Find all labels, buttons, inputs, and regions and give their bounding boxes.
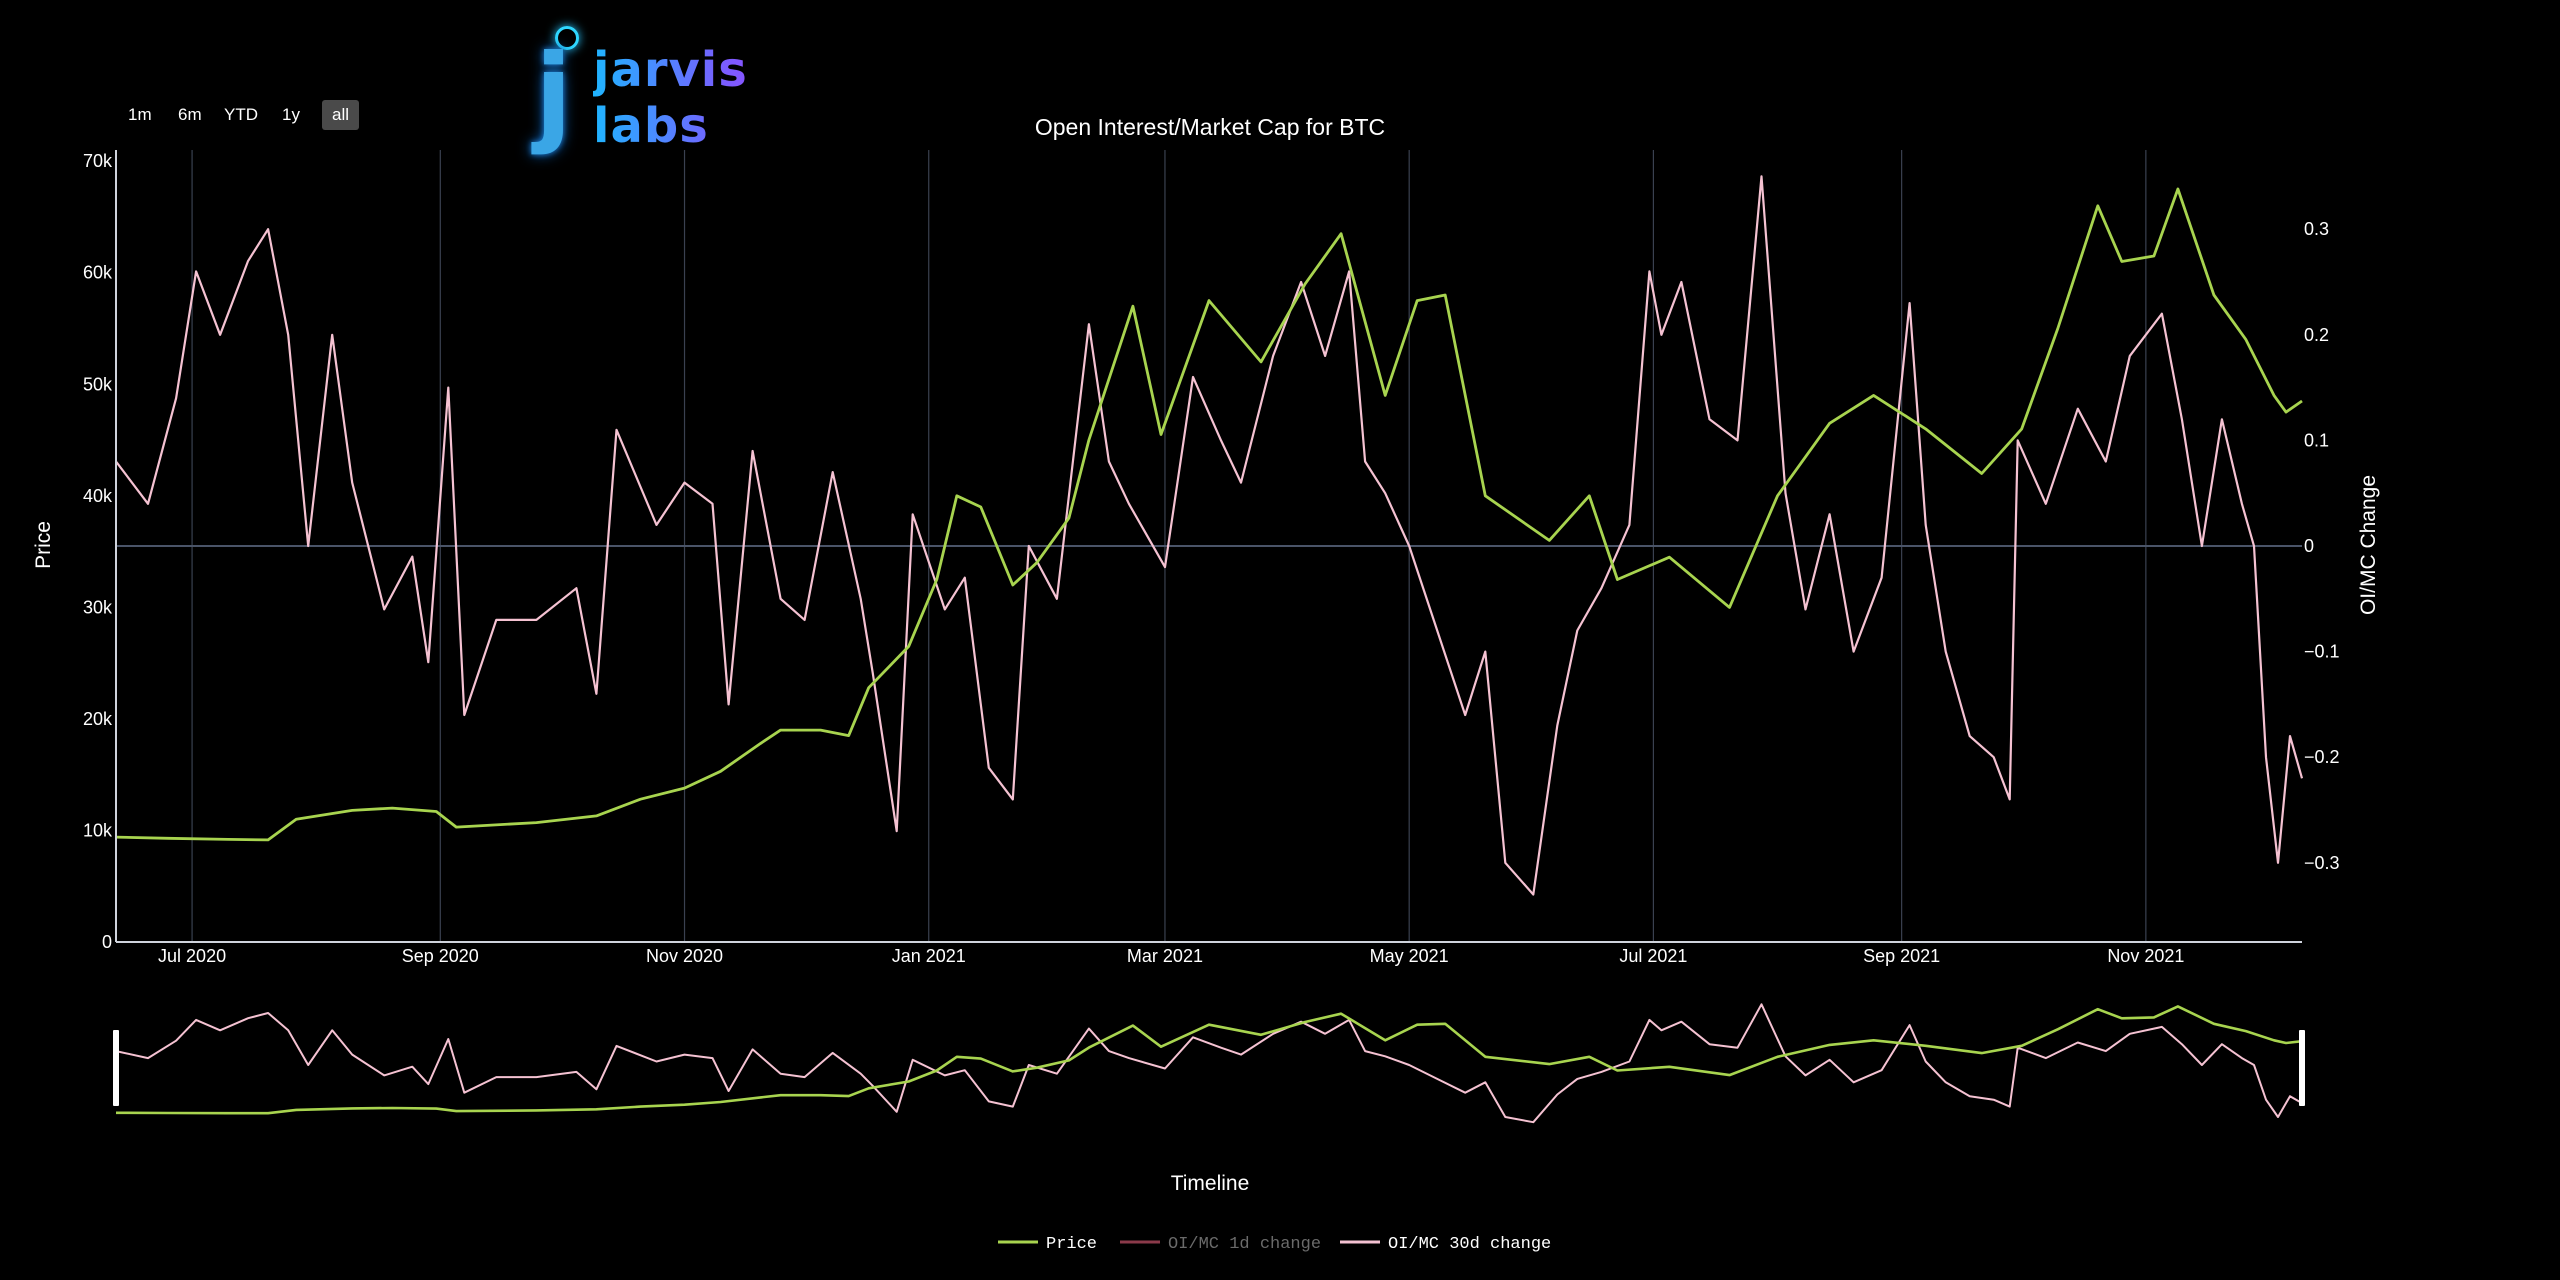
navigator-right-handle[interactable]	[2299, 1030, 2305, 1106]
logo-letter: j	[535, 32, 573, 157]
y-tick-label: 10k	[83, 820, 113, 840]
chart-title: Open Interest/Market Cap for BTC	[1035, 114, 1385, 140]
navigator-oi-mc-30d-line	[115, 1003, 2303, 1124]
y2-tick-label: 0.2	[2304, 325, 2329, 345]
y2-tick-label: −0.3	[2304, 853, 2340, 873]
y2-tick-label: −0.1	[2304, 642, 2340, 662]
range-button-1m[interactable]: 1m	[128, 105, 152, 124]
x-tick-label: Nov 2021	[2107, 946, 2184, 966]
legend-label: Price	[1046, 1235, 1097, 1254]
y-tick-label: 50k	[83, 374, 113, 394]
navigator-price-line	[115, 1005, 2303, 1115]
jarvis-labs-logo: j jarvis labs	[535, 22, 835, 157]
legend-item-oi-mc-30d[interactable]: OI/MC 30d change	[1340, 1235, 1551, 1254]
y-tick-label: 20k	[83, 709, 113, 729]
series-oi-mc-30d-line	[115, 175, 2304, 896]
x-axis-label: Timeline	[1171, 1172, 1250, 1195]
y2-tick-label: 0	[2304, 536, 2314, 556]
x-tick-label: Sep 2021	[1863, 946, 1940, 966]
y-tick-label: 40k	[83, 486, 113, 506]
series-price-line	[115, 187, 2303, 842]
range-button-ytd[interactable]: YTD	[224, 105, 258, 124]
y-axis-label: Price	[32, 521, 55, 569]
navigator-left-handle[interactable]	[113, 1030, 119, 1106]
y-tick-label: 60k	[83, 263, 113, 283]
x-tick-label: Nov 2020	[646, 946, 723, 966]
y-tick-label: 30k	[83, 597, 113, 617]
legend-item-price[interactable]: Price	[998, 1235, 1097, 1254]
range-button-all[interactable]: all	[322, 100, 360, 130]
legend-label: OI/MC 30d change	[1388, 1235, 1551, 1254]
x-tick-label: Sep 2020	[402, 946, 479, 966]
x-tick-label: Mar 2021	[1127, 946, 1203, 966]
logo-text: jarvis labs	[593, 42, 835, 154]
logo-dot-icon	[555, 26, 579, 50]
legend-item-oi-mc-1d[interactable]: OI/MC 1d change	[1120, 1235, 1321, 1254]
range-button-6m[interactable]: 6m	[178, 105, 202, 124]
x-tick-label: Jan 2021	[892, 946, 966, 966]
x-tick-label: May 2021	[1370, 946, 1449, 966]
y2-axis-label: OI/MC Change	[2357, 475, 2380, 615]
x-tick-label: Jul 2021	[1619, 946, 1687, 966]
y2-tick-label: −0.2	[2304, 747, 2340, 767]
y2-tick-label: 0.3	[2304, 219, 2329, 239]
legend-label: OI/MC 1d change	[1168, 1235, 1321, 1254]
range-button-1y[interactable]: 1y	[282, 105, 300, 124]
y2-tick-label: 0.1	[2304, 430, 2329, 450]
y-tick-label: 70k	[83, 151, 113, 171]
x-tick-label: Jul 2020	[158, 946, 226, 966]
y-tick-label: 0	[102, 932, 112, 952]
